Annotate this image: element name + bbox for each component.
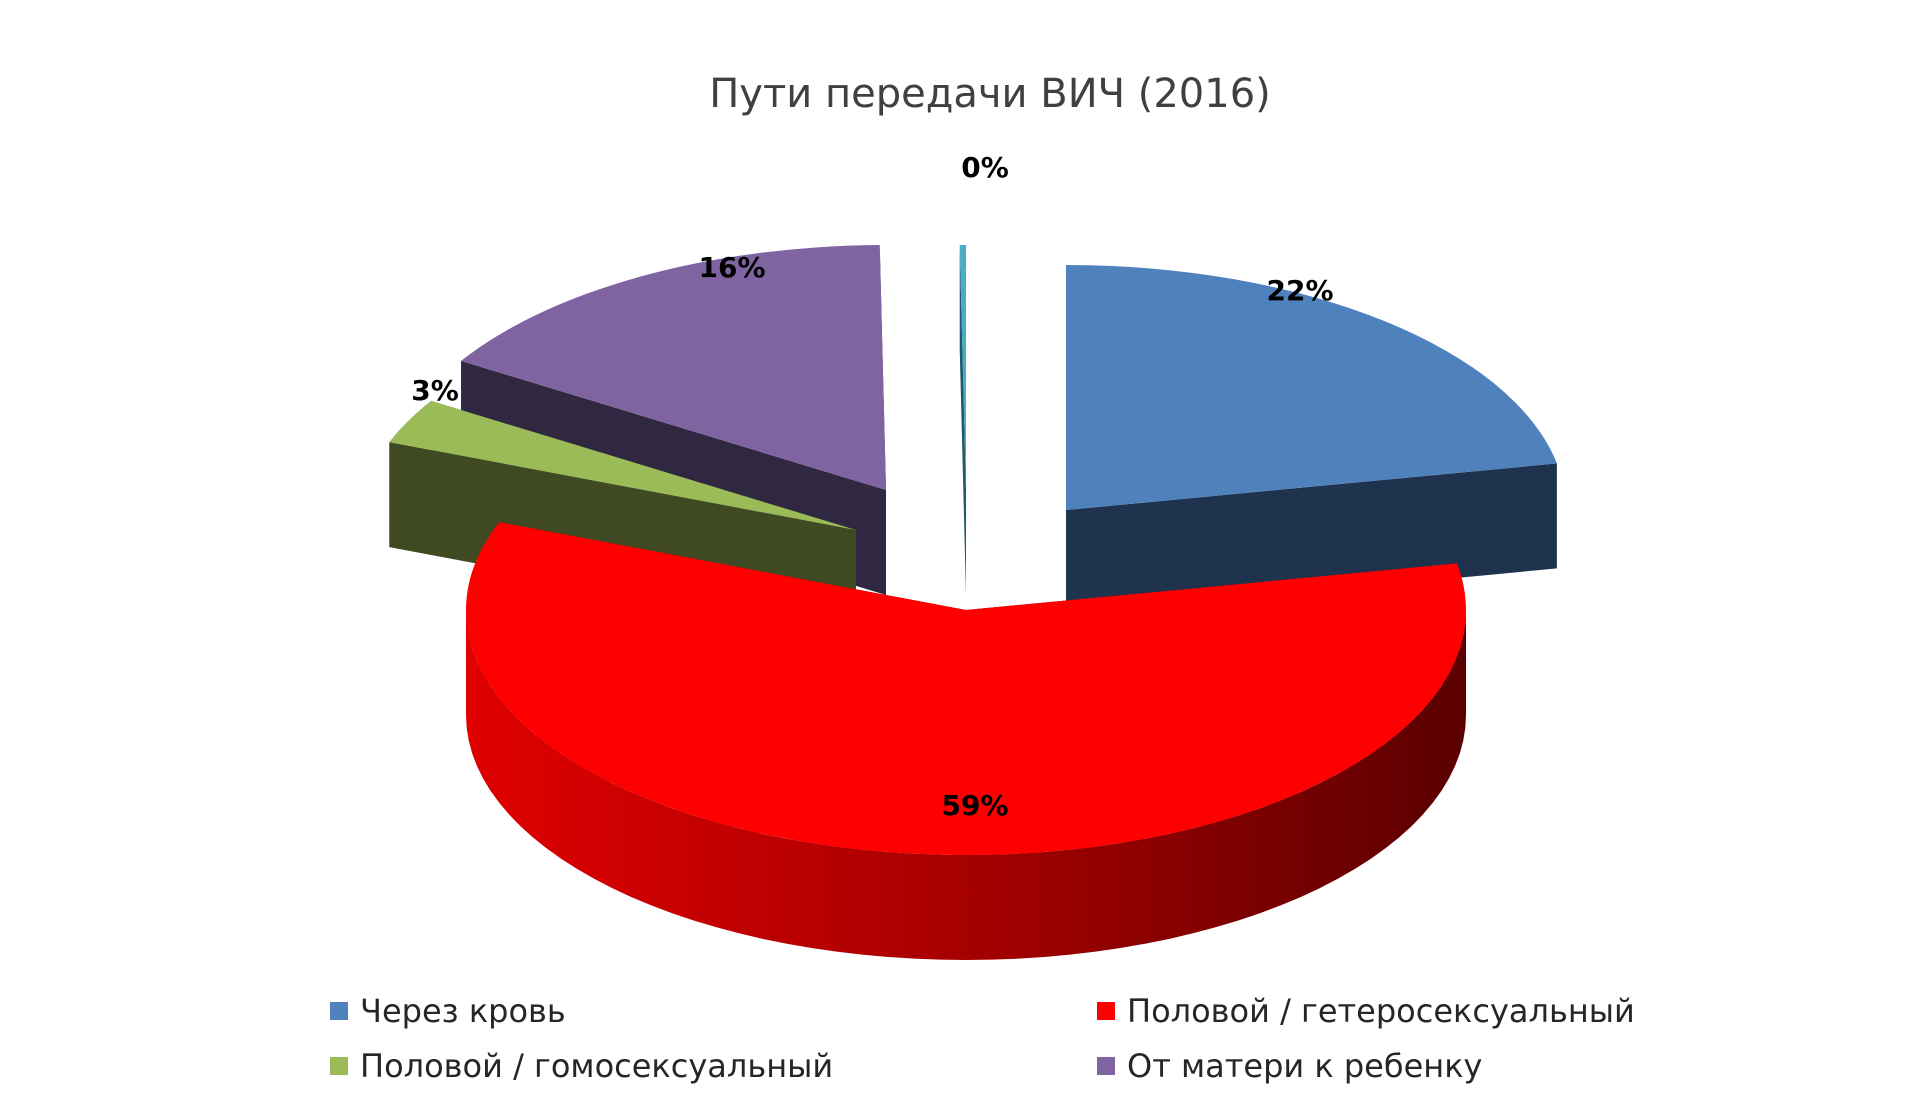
legend-swatch [1097, 1057, 1115, 1075]
pie-slices [389, 245, 1557, 960]
chart-title: Пути передачи ВИЧ (2016) [709, 71, 1271, 117]
slice-5 [959, 245, 966, 595]
slice-3-top [389, 400, 856, 530]
legend-swatch [330, 1057, 348, 1075]
legend-entry-2: Половой / гетеросексуальный [1097, 992, 1635, 1030]
slice-2 [466, 522, 1467, 960]
data-label-3: 3% [411, 374, 459, 407]
data-label-4: 16% [698, 251, 765, 284]
slice-1 [1066, 265, 1557, 615]
data-labels: 22% 59% 3% 16% 0% [411, 151, 1333, 822]
legend-swatch [330, 1002, 348, 1020]
slice-5-top [959, 245, 966, 490]
slice-4-top [461, 245, 886, 490]
slice-2-top [466, 522, 1467, 855]
legend-entry-3: Половой / гомосексуальный [330, 1047, 833, 1085]
legend-label: Половой / гетеросексуальный [1127, 992, 1635, 1030]
data-label-1: 22% [1266, 274, 1333, 307]
legend-label: От матери к ребенку [1127, 1047, 1482, 1085]
data-label-5: 0% [961, 151, 1009, 184]
slice-1-top [1066, 265, 1557, 510]
legend-swatch [1097, 1002, 1115, 1020]
legend-entry-4: От матери к ребенку [1097, 1047, 1482, 1085]
legend-entry-1: Через кровь [330, 992, 566, 1030]
legend-label: Половой / гомосексуальный [360, 1047, 833, 1085]
data-label-2: 59% [941, 789, 1008, 822]
legend: Через кровь Половой / гетеросексуальный По… [330, 992, 1635, 1085]
slice-2-rim [466, 610, 1466, 960]
legend-label: Через кровь [360, 992, 566, 1030]
slice-5-wall-start [959, 245, 966, 595]
